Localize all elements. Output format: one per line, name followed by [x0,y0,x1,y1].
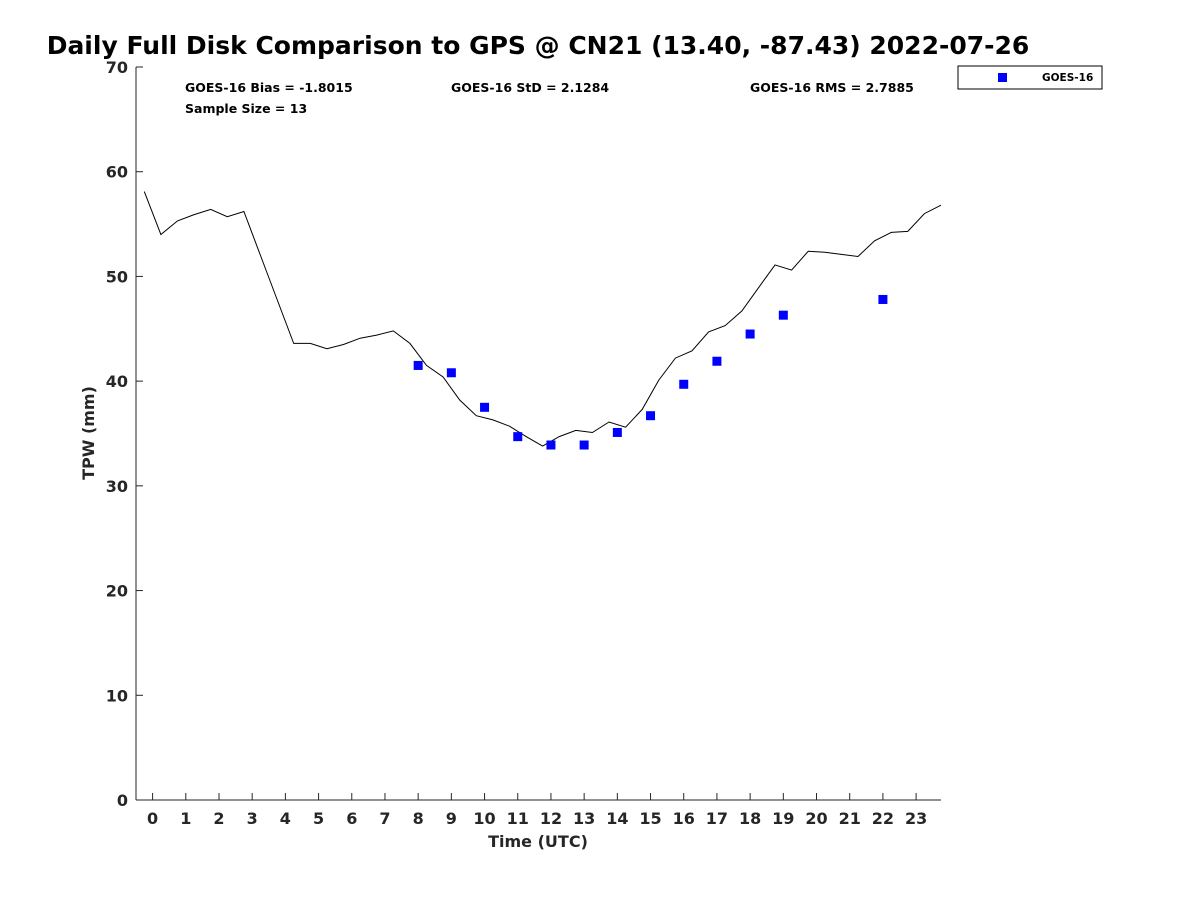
x-tick-label: 23 [905,809,927,828]
x-tick-label: 15 [639,809,661,828]
x-tick-label: 4 [280,809,291,828]
bias-stat: GOES-16 Bias = -1.8015 [185,80,353,95]
goes16-point [679,379,689,389]
axes: 0 1 2 3 4 5 6 7 8 9 10 11 12 13 14 15 16 17 18 19 20 21 22 2301… [106,58,941,828]
y-tick-label: 10 [106,686,128,705]
legend: GOES-16 [957,65,1103,90]
x-tick-label: 18 [739,809,761,828]
goes16-point [778,310,788,320]
marker-layer [413,294,888,450]
legend-marker [998,73,1007,82]
x-tick-label: 0 [147,809,158,828]
reference-line-layer [143,191,942,447]
goes16-point [513,432,523,442]
x-tick-label: 1 [180,809,191,828]
y-tick-label: 0 [117,791,128,810]
y-tick-label: 60 [106,163,128,182]
x-tick-label: 14 [606,809,628,828]
goes16-point [745,329,755,339]
x-tick-label: 21 [839,809,861,828]
x-tick-label: 8 [413,809,424,828]
legend-box [957,65,1103,90]
goes16-point [480,402,490,412]
y-tick-label: 70 [106,58,128,77]
rms-stat: GOES-16 RMS = 2.7885 [750,80,914,95]
y-tick-label: 40 [106,372,128,391]
y-tick-label: 50 [106,267,128,286]
x-tick-label: 13 [573,809,595,828]
x-tick-label: 22 [872,809,894,828]
x-tick-label: 20 [805,809,827,828]
y-tick-label: 30 [106,477,128,496]
x-tick-label: 3 [247,809,258,828]
y-axis-label: TPW (mm) [79,386,98,480]
goes16-point [612,427,622,437]
x-tick-label: 19 [772,809,794,828]
goes16-point [712,356,722,366]
sample-size-stat: Sample Size = 13 [185,101,307,116]
x-tick-label: 11 [507,809,529,828]
goes16-point [546,440,556,450]
x-axis-label: Time (UTC) [488,832,588,851]
x-tick-label: 7 [379,809,390,828]
x-tick-label: 10 [473,809,495,828]
std-stat: GOES-16 StD = 2.1284 [451,80,609,95]
goes16-point [646,411,656,421]
chart-title: Daily Full Disk Comparison to GPS @ CN21… [47,31,1030,60]
y-tick-label: 20 [106,582,128,601]
goes16-point [446,368,456,378]
x-tick-label: 17 [706,809,728,828]
x-tick-label: 5 [313,809,324,828]
x-tick-label: 2 [213,809,224,828]
goes16-point [878,294,888,304]
legend-label: GOES-16 [1042,72,1093,84]
x-tick-label: 12 [540,809,562,828]
x-tick-label: 6 [346,809,357,828]
x-tick-label: 16 [673,809,695,828]
goes16-point [413,360,423,370]
goes16-point [579,440,589,450]
gps-reference-line [143,191,942,447]
x-tick-label: 9 [446,809,457,828]
